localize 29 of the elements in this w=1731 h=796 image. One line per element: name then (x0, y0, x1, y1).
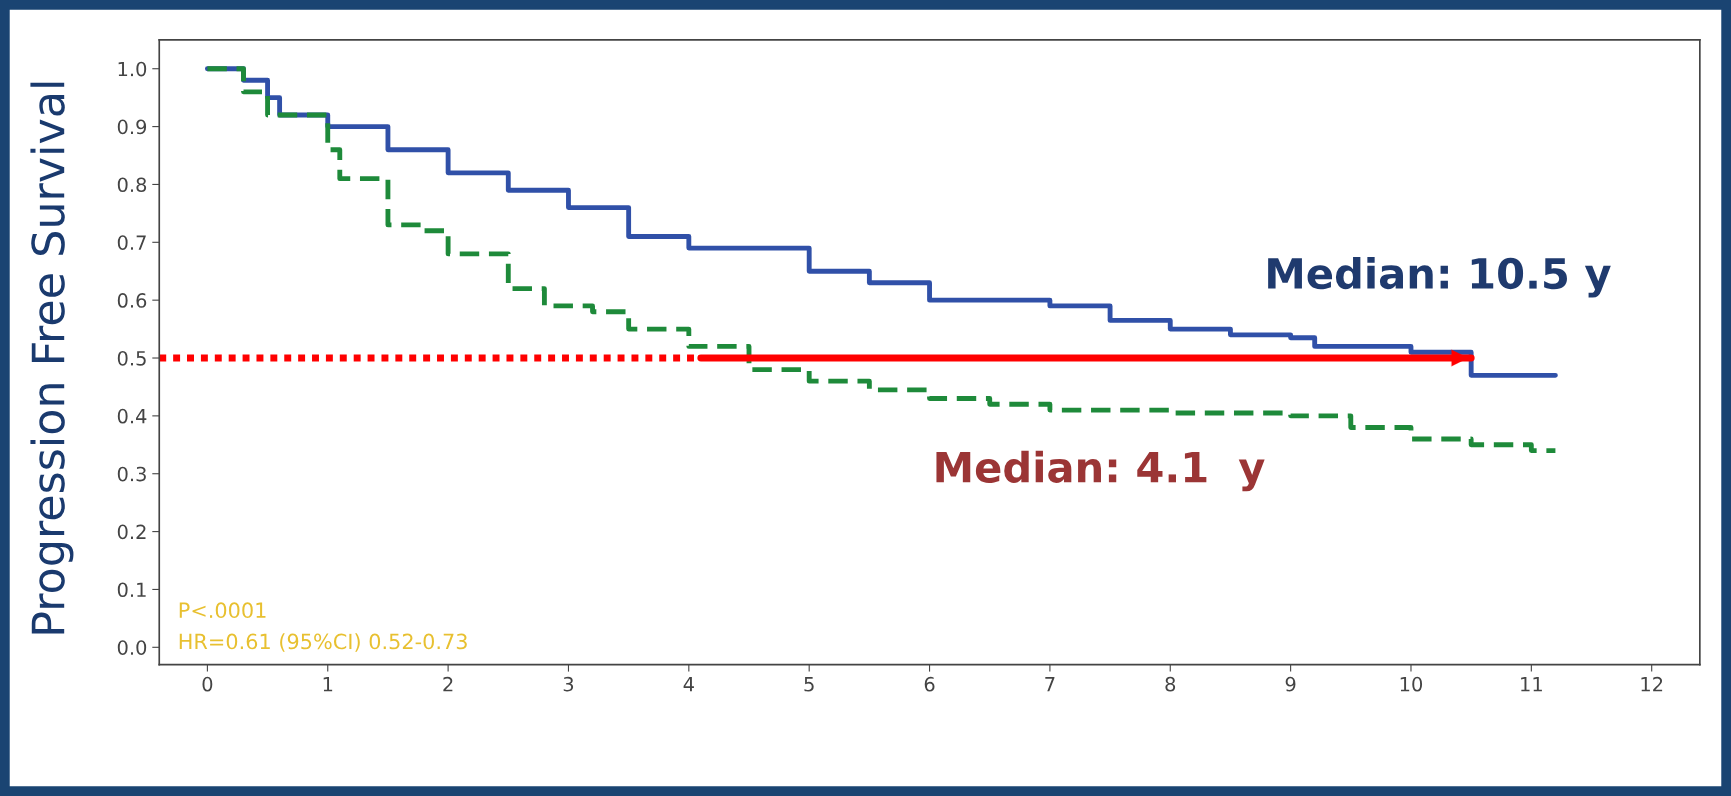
y-tick-label: 0.0 (117, 640, 147, 655)
y-tick-label: 0.6 (117, 293, 147, 308)
annotation: Median: 4.1 y (936, 450, 1265, 492)
x-tick-label: 1 (323, 677, 333, 692)
x-tick-label: 5 (804, 677, 814, 692)
y-tick-label: 0.7 (117, 235, 146, 250)
x-tick-label: 8 (1165, 676, 1176, 692)
y-tick-label: 0.9 (117, 119, 147, 135)
annotation: Median: 10.5 y (1268, 256, 1611, 298)
y-tick-label: 0.2 (117, 524, 146, 540)
y-tick-label: 0.3 (117, 466, 146, 482)
y-tick-label: 0.4 (117, 408, 147, 424)
y-axis-title: Progression Free Survival (30, 82, 74, 634)
x-tick-label: 6 (924, 676, 935, 692)
x-tick-label: 10 (1400, 676, 1423, 692)
x-tick-label: 3 (563, 676, 574, 692)
y-tick-label: 0.1 (117, 582, 146, 598)
annotation: HR=0.61 (95%CI) 0.52-0.73 (179, 633, 467, 652)
y-tick-label: 0.5 (117, 350, 146, 366)
x-tick-label: 0 (202, 676, 213, 692)
x-tick-label: 11 (1521, 677, 1542, 692)
y-tick-label: 1.0 (118, 61, 147, 77)
y-tick-label: 0.8 (117, 177, 147, 193)
x-tick-label: 2 (443, 676, 453, 692)
x-tick-label: 12 (1641, 676, 1663, 692)
annotation: P<.0001 (179, 602, 266, 619)
x-tick-label: 9 (1285, 676, 1296, 692)
x-tick-label: 7 (1045, 677, 1055, 692)
x-tick-label: 4 (683, 677, 694, 692)
